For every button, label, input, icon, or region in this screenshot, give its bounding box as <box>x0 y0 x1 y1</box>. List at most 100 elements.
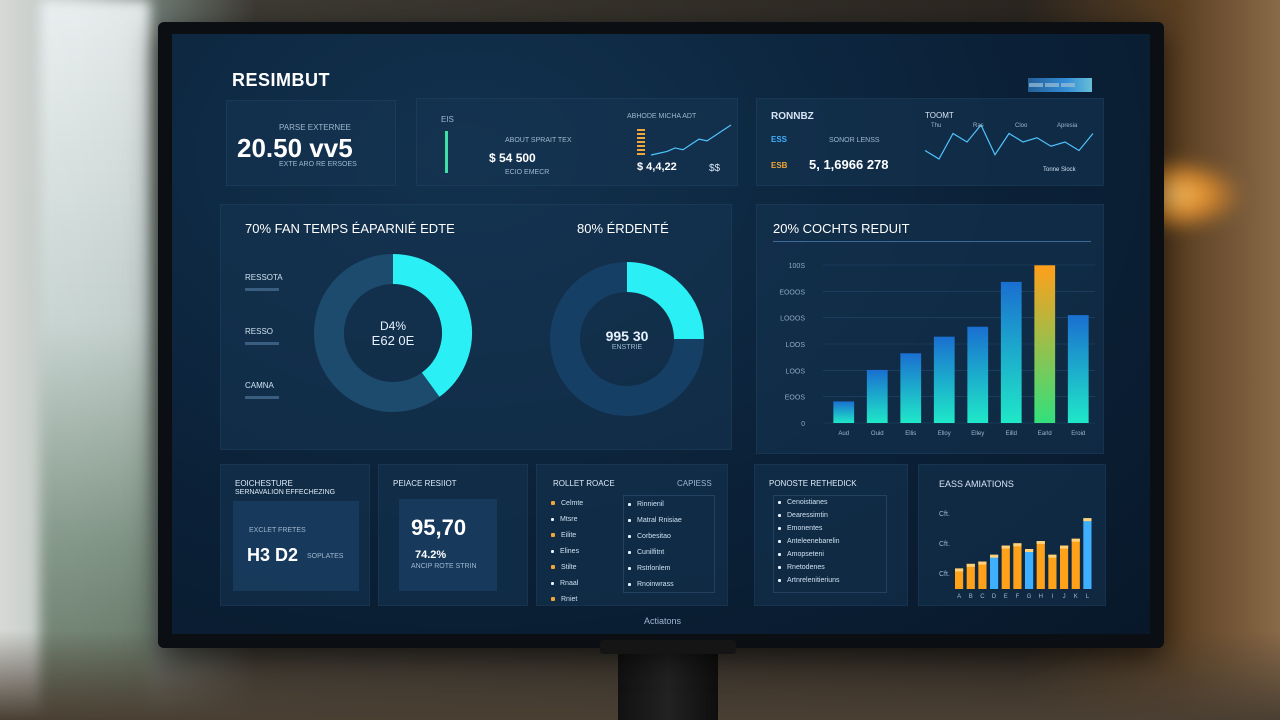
bottom-card-3[interactable]: ROLLET ROACE CAPIESS Celmte Mtsre Eilite… <box>536 464 728 606</box>
bar <box>1048 554 1057 589</box>
bottom-card-3-title: ROLLET ROACE <box>553 479 615 488</box>
list-item[interactable]: Matral Rnisiae <box>628 512 714 528</box>
list-item[interactable]: Cenoistianes <box>778 496 886 509</box>
list-item[interactable]: Rniet <box>551 591 611 607</box>
x-tick-label: Ellis <box>905 431 916 437</box>
bar <box>1025 549 1034 589</box>
bar-chart[interactable]: 100S EOOOS LOOOS LOOS LOOS EOOS 0 Aud Ouid Ellis E… <box>757 247 1105 451</box>
kpi-card-1-sub: EXTE ARO RE ERSOES <box>279 161 357 168</box>
list-item[interactable]: Corbesitao <box>628 528 714 544</box>
bottom-card-2[interactable]: PEIACE RESIIOT 95,70 74.2% ANCIP ROTE ST… <box>378 464 528 606</box>
footer-caption: Actiatons <box>644 616 682 626</box>
x-tick-label: Eroid <box>1071 431 1085 437</box>
list-item[interactable]: Cunilfitnt <box>628 544 714 560</box>
x-tick-label: B <box>969 594 973 600</box>
list-item[interactable]: Elines <box>551 543 611 559</box>
x-tick-label: Elley <box>971 431 984 437</box>
donut-1-center-line-2: E62 0E <box>371 332 415 348</box>
list-item[interactable]: Rnaal <box>551 575 611 591</box>
list-item-label: Artnrelenitieriuns <box>787 577 840 584</box>
list-item[interactable]: Artnrelenitieriuns <box>778 574 886 587</box>
x-tick-label: J <box>1063 594 1066 600</box>
kpi-card-1-value: 20.50 vv5 <box>237 133 353 163</box>
list-item[interactable]: Emonentes <box>778 522 886 535</box>
monitor-stand <box>618 646 718 720</box>
y-tick-label: 100S <box>789 263 806 270</box>
list-item[interactable]: Celmte <box>551 495 611 511</box>
x-tick-label: G <box>1027 594 1032 600</box>
kpi-card-2-line-chart <box>650 124 732 156</box>
top-right-indicator[interactable] <box>1028 78 1092 92</box>
kpi-card-3[interactable]: RONNBZ TOOMT ESS ESB SONOR LENSS 5, 1,69… <box>756 98 1104 186</box>
bar <box>1000 281 1022 423</box>
bar <box>990 554 999 589</box>
x-tick-label: Eilld <box>1006 431 1017 437</box>
bar-cap <box>1071 538 1080 542</box>
kpi-card-2-top-label: ABOUT SPRAIT TEX <box>505 137 572 144</box>
legend-item-1[interactable]: RESSOTA <box>245 273 283 291</box>
bottom-card-2-caption: ANCIP ROTE STRIN <box>411 563 477 570</box>
legend-item-2[interactable]: RESSO <box>245 327 279 345</box>
legend-item-3[interactable]: CAMNA <box>245 381 279 399</box>
chart-label: Apresia <box>1057 123 1078 129</box>
y-tick-label: EOOS <box>785 395 806 402</box>
bar-cap <box>1048 554 1057 558</box>
bar <box>966 563 975 589</box>
kpi-card-2-chart-label: ABHODE MICHA ADT <box>627 113 697 120</box>
bar <box>866 369 888 423</box>
bar <box>1071 538 1080 589</box>
bar <box>933 336 955 423</box>
kpi-card-2-value: $ 54 500 <box>489 151 536 165</box>
bar <box>1034 265 1056 423</box>
bottom-card-2-value: 95,70 <box>411 515 467 540</box>
x-tick-label: I <box>1052 594 1054 600</box>
bar <box>978 561 987 589</box>
list-item[interactable]: Mtsre <box>551 511 611 527</box>
brand-title: RESIMBUT <box>232 70 330 90</box>
x-tick-label: A <box>957 594 961 600</box>
y-tick-label: LOOS <box>786 342 806 349</box>
kpi-card-2[interactable]: EIS ABOUT SPRAIT TEX $ 54 500 ECIO EMECR… <box>416 98 738 186</box>
kpi-card-2-stat-1: $ 4,4,22 <box>637 161 677 173</box>
donut-chart-1[interactable] <box>313 253 473 413</box>
bar <box>1036 541 1045 589</box>
list-item[interactable]: Rstrlonlem <box>628 560 714 576</box>
list-item[interactable]: Anteleenebarelin <box>778 535 886 548</box>
list-item-label: Elines <box>560 547 580 555</box>
chart-label: Thu <box>931 123 941 129</box>
kpi-card-1[interactable]: PARSE EXTERNEE 20.50 vv5 EXTE ARO RE ERS… <box>226 100 396 186</box>
bottom-card-1-value: H3 D2 <box>247 545 299 565</box>
list-item-label: Rnaal <box>560 579 579 587</box>
bottom-card-5-y-label-2: Cft. <box>939 541 950 548</box>
list-item[interactable]: Rnoinwrass <box>628 576 714 592</box>
list-item[interactable]: Amopseteni <box>778 548 886 561</box>
kpi-card-3-caption: SONOR LENSS <box>829 137 880 144</box>
chart-note: Tonne Slock <box>1043 167 1077 173</box>
list-item-label: Cenoistianes <box>787 499 828 506</box>
legend-item-3-label: CAMNA <box>245 381 274 390</box>
x-tick-label: K <box>1074 594 1078 600</box>
list-item[interactable]: Dearessimtin <box>778 509 886 522</box>
list-item[interactable]: Stilte <box>551 559 611 575</box>
list-item-label: Stilte <box>561 563 577 571</box>
bottom-card-5[interactable]: EASS AMIATIONS Cft. Cft. Cft. A B C D E F G H I J… <box>918 464 1106 606</box>
list-item-label: Corbesitao <box>637 532 671 540</box>
legend-item-2-label: RESSO <box>245 327 274 336</box>
bar-cap <box>955 568 964 572</box>
bar <box>900 353 922 423</box>
bottom-card-4[interactable]: PONOSTE RETHEDICK Cenoistianes Dearessim… <box>754 464 908 606</box>
bottom-card-1[interactable]: EOICHESTURE SERNAVALION EFFECHEZING EXCL… <box>220 464 370 606</box>
donut-chart-2[interactable] <box>547 259 707 419</box>
bottom-card-1-title: EOICHESTURE <box>235 479 293 488</box>
bottom-card-3-left-list: Celmte Mtsre Eilite Elines Stilte Rnaal … <box>551 495 611 607</box>
list-item[interactable]: Rnetodenes <box>778 561 886 574</box>
bottom-card-1-inner: EXCLET FRETES H3 D2 SOPLATES <box>233 501 359 591</box>
bottom-mini-bar-chart[interactable]: A B C D E F G H I J K L <box>951 505 1101 601</box>
donut-1-center: D4% E62 0E <box>313 253 473 413</box>
list-item-label: Cunilfitnt <box>637 548 665 556</box>
bottom-card-2-inner: 95,70 74.2% ANCIP ROTE STRIN <box>399 499 497 591</box>
series-line <box>924 123 1094 160</box>
x-tick-label: E <box>1004 594 1008 600</box>
list-item[interactable]: Rinnienil <box>628 496 714 512</box>
list-item[interactable]: Eilite <box>551 527 611 543</box>
